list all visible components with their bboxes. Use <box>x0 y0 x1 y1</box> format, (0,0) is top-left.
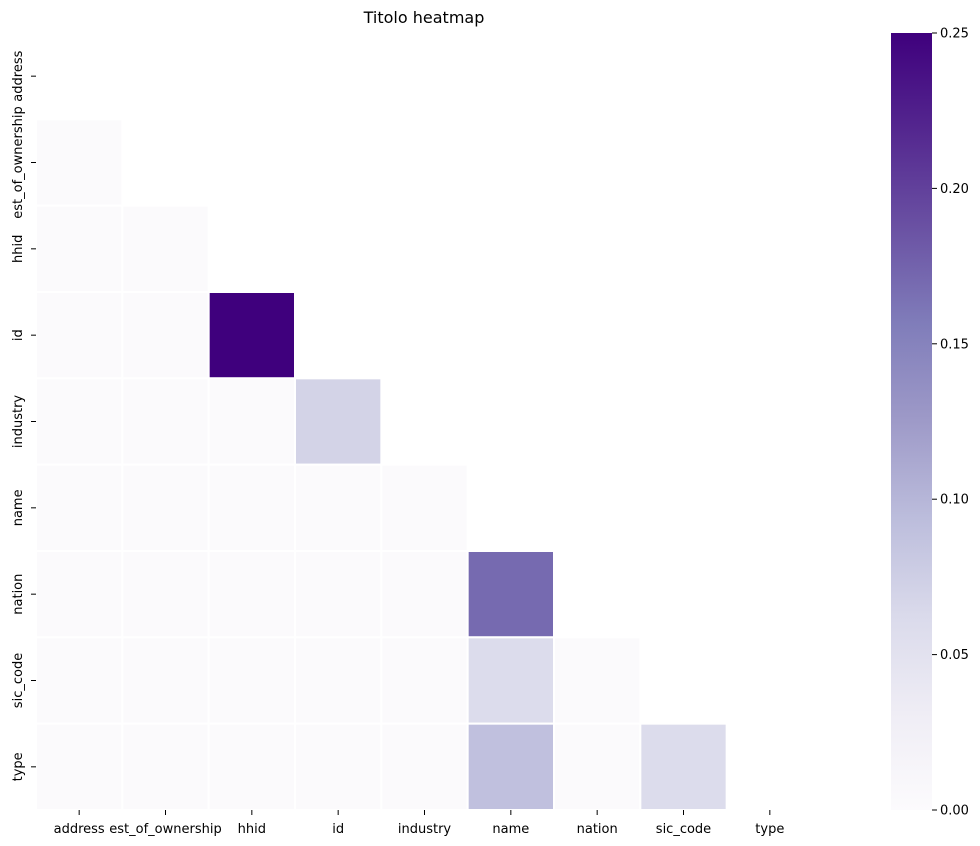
x-tick-label: address <box>54 822 105 837</box>
heatmap-cell-name-hhid <box>207 463 297 552</box>
heatmap-cell-sic_code-nation <box>553 636 642 725</box>
heatmap-cell-sic_code-address <box>35 636 124 725</box>
heatmap-cell-type-id <box>294 722 383 812</box>
heatmap-cell-nation-est_of_ownership <box>121 550 210 639</box>
heatmap-cell-industry-id <box>294 377 383 466</box>
heatmap-cell-est_of_ownership-address <box>35 118 124 207</box>
y-tick-label: name <box>11 489 26 526</box>
heatmap-cell-id-est_of_ownership <box>121 291 210 380</box>
heatmap-cell-type-sic_code <box>639 722 728 812</box>
heatmap-cell-type-hhid <box>207 722 297 812</box>
heatmap-cell-name-address <box>35 463 124 552</box>
heatmap-cell-nation-name <box>466 550 555 639</box>
x-tick-label: nation <box>577 822 618 837</box>
x-tick-label: type <box>755 822 784 837</box>
colorbar-tick-label: 0.00 <box>940 804 969 819</box>
heatmap-cell-sic_code-id <box>294 636 383 725</box>
x-tick-label: est_of_ownership <box>109 822 221 837</box>
x-tick-label: industry <box>398 822 452 837</box>
heatmap-cell-industry-est_of_ownership <box>121 377 210 466</box>
heatmap-cell-type-est_of_ownership <box>121 722 210 812</box>
x-axis-ticks: address est_of_ownership hhid id industry nam… <box>54 810 784 837</box>
heatmap-cell-nation-hhid <box>207 550 297 639</box>
heatmap-cell-name-industry <box>380 463 469 552</box>
y-tick-label: type <box>11 752 26 781</box>
heatmap-cell-nation-id <box>294 550 383 639</box>
x-tick-label: name <box>492 822 529 837</box>
heatmap-cell-nation-industry <box>380 550 469 639</box>
heatmap-cell-hhid-address <box>35 204 124 294</box>
heatmap-cell-industry-address <box>35 377 124 466</box>
colorbar <box>891 33 932 810</box>
y-tick-label: est_of_ownership <box>11 106 26 218</box>
heatmap-cell-hhid-est_of_ownership <box>121 204 210 294</box>
colorbar-tick-label: 0.15 <box>940 337 969 352</box>
heatmap-cell-sic_code-est_of_ownership <box>121 636 210 725</box>
heatmap-cell-nation-address <box>35 550 124 639</box>
heatmap-cell-type-nation <box>553 722 642 812</box>
colorbar-tick-label: 0.10 <box>940 493 969 508</box>
heatmap-cell-sic_code-name <box>466 636 555 725</box>
x-tick-label: sic_code <box>656 822 711 837</box>
y-tick-label: hhid <box>11 235 26 263</box>
y-tick-label: id <box>11 329 26 341</box>
heatmap-cell-type-address <box>35 722 124 812</box>
heatmap-cell-id-hhid <box>207 291 297 380</box>
colorbar-tick-label: 0.05 <box>940 648 969 663</box>
heatmap-cell-industry-hhid <box>207 377 297 466</box>
heatmap-cell-name-est_of_ownership <box>121 463 210 552</box>
heatmap-cell-sic_code-hhid <box>207 636 297 725</box>
heatmap-cell-type-name <box>466 722 555 812</box>
heatmap-cell-name-id <box>294 463 383 552</box>
x-tick-label: id <box>332 822 344 837</box>
x-tick-label: hhid <box>238 822 266 837</box>
y-tick-label: address <box>11 50 26 101</box>
y-tick-label: sic_code <box>11 653 26 708</box>
heatmap-cell-id-address <box>35 291 124 380</box>
heatmap-cells <box>35 118 728 812</box>
y-tick-label: nation <box>11 574 26 615</box>
colorbar-tick-label: 0.25 <box>940 27 969 42</box>
colorbar-tick-label: 0.20 <box>940 182 969 197</box>
heatmap-cell-type-industry <box>380 722 469 812</box>
chart-title: Titolo heatmap <box>363 8 485 27</box>
y-tick-label: industry <box>11 395 26 449</box>
colorbar-ticks: 0.00 0.05 0.10 0.15 0.20 0.25 <box>932 27 969 819</box>
heatmap-cell-sic_code-industry <box>380 636 469 725</box>
